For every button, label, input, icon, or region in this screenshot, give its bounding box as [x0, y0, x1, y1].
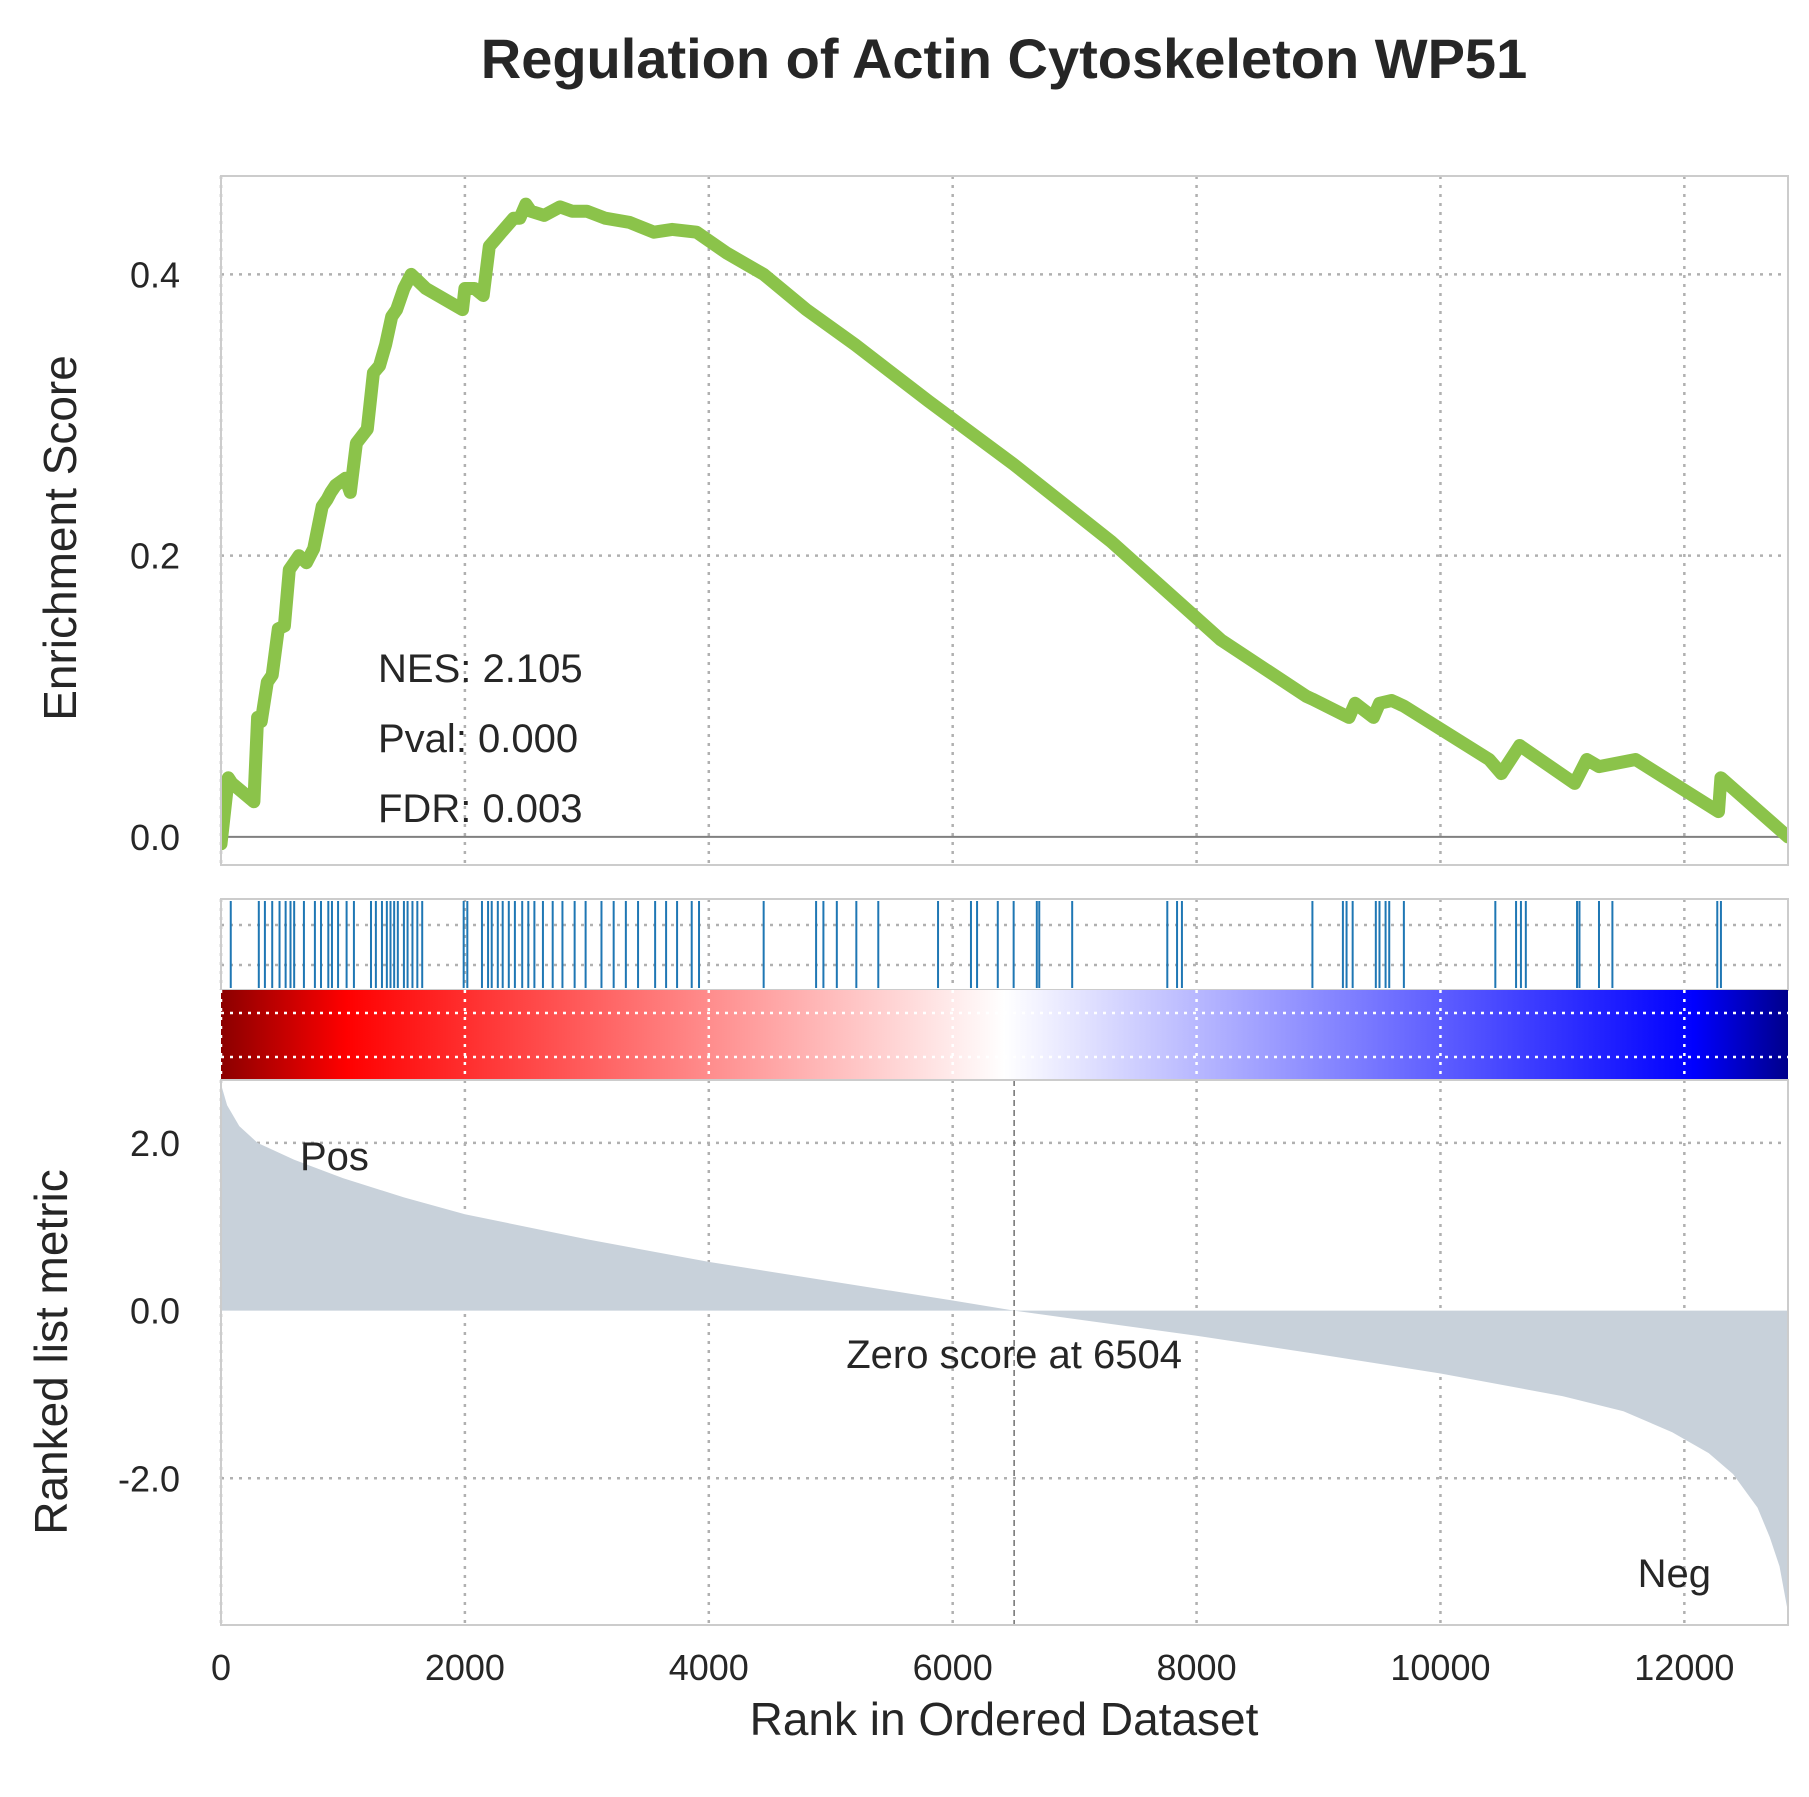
- metric-y-tick-label: 2.0: [130, 1123, 180, 1164]
- x-tick-label: 12000: [1634, 1647, 1734, 1688]
- es-y-axis-label: Enrichment Score: [34, 355, 86, 721]
- es-y-tick-label: 0.2: [130, 536, 180, 577]
- es-y-tick-label: 0.4: [130, 254, 180, 295]
- metric-panel: 2.0 0.0 -2.0 Ranked list metric Zero score…: [25, 1079, 1789, 1626]
- chart-title: Regulation of Actin Cytoskeleton WP51: [481, 27, 1527, 90]
- nes-label: NES: 2.105: [378, 647, 583, 691]
- metric-y-ticks: 2.0 0.0 -2.0: [118, 1123, 180, 1499]
- x-tick-label: 6000: [913, 1647, 993, 1688]
- x-tick-label: 10000: [1390, 1647, 1490, 1688]
- pval-label: Pval: 0.000: [378, 717, 578, 761]
- es-frame: [220, 175, 1789, 866]
- x-axis-label: Rank in Ordered Dataset: [750, 1693, 1259, 1745]
- x-tick-label: 0: [211, 1647, 231, 1688]
- rank-gradient-bar: [221, 990, 1788, 1080]
- es-y-ticks: 0.0 0.2 0.4: [130, 254, 180, 857]
- metric-y-tick-label: 0.0: [130, 1291, 180, 1332]
- x-axis-ticks: 0 2000 4000 6000 8000 10000 12000: [211, 1647, 1734, 1688]
- metric-y-axis-label: Ranked list metric: [25, 1169, 77, 1535]
- es-gridlines: [219, 176, 1788, 865]
- x-tick-label: 2000: [425, 1647, 505, 1688]
- metric-area: [221, 1084, 1788, 1613]
- pos-label: Pos: [300, 1135, 369, 1179]
- metric-frame: [220, 1079, 1789, 1626]
- hit-marks: [229, 901, 1722, 988]
- neg-label: Neg: [1638, 1552, 1711, 1596]
- es-y-tick-label: 0.0: [130, 817, 180, 858]
- fdr-label: FDR: 0.003: [378, 787, 583, 831]
- es-line: [221, 197, 1788, 851]
- metric-y-tick-label: -2.0: [118, 1458, 180, 1499]
- zero-score-label: Zero score at 6504: [846, 1333, 1182, 1377]
- hits-frame: [220, 898, 1789, 991]
- x-tick-label: 8000: [1157, 1647, 1237, 1688]
- es-curve: [221, 197, 1788, 851]
- x-tick-label: 4000: [669, 1647, 749, 1688]
- hits-gridlines: [219, 899, 1788, 990]
- metric-fill: [221, 1084, 1788, 1613]
- es-panel: 0.0 0.2 0.4 Enrichment Score NES: 2.105 Pv…: [34, 175, 1789, 866]
- hits-panel: [219, 898, 1789, 991]
- rank-colorbar: [219, 990, 1788, 1080]
- colorbar-gridlines: [219, 990, 1788, 1080]
